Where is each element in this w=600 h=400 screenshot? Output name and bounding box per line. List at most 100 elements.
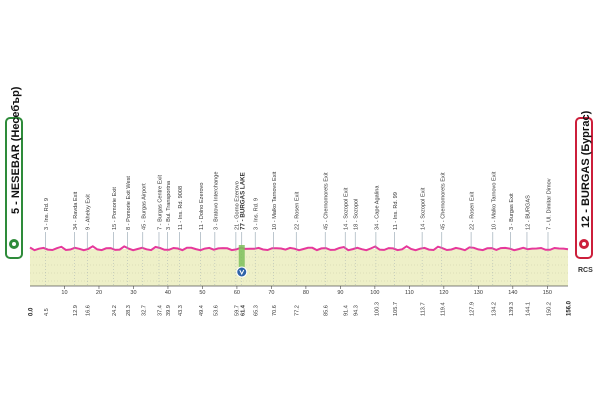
- waypoint-label-group: 10 - Malko Tarnovo Exit: [491, 171, 497, 230]
- waypoint-name: 3 - Bratovo Interchange: [213, 172, 219, 230]
- waypoint-name: 12 - BURGAS: [525, 195, 531, 230]
- axis-tick-label: 100: [370, 290, 379, 296]
- waypoint-km: 39.9: [166, 305, 172, 316]
- waypoint-name: 3 - Burgas Exit: [509, 193, 515, 230]
- waypoint-label-group: 11 - Dolno Ezerovo: [199, 183, 205, 230]
- rcs-logo: RCS: [578, 267, 593, 274]
- axis-tick-label: 10: [61, 290, 67, 296]
- waypoint-km: 139.3: [509, 302, 515, 316]
- axis-tick-label: 40: [165, 290, 171, 296]
- waypoint-km: 16.6: [86, 305, 92, 316]
- waypoint-km: 77.2: [295, 305, 301, 316]
- waypoint-label-group: 3 - Burgas Exit: [509, 193, 515, 230]
- waypoint-km-group: 150.2: [546, 302, 552, 316]
- waypoint-km: 32.7: [141, 305, 147, 316]
- waypoint-label-group: 11 - Ins. Rd. 9008: [178, 186, 184, 230]
- waypoint-km-group: 49.4: [199, 305, 205, 316]
- waypoint-km-group: 32.7: [141, 305, 147, 316]
- waypoint-name: 45 - Burgas Airport: [141, 183, 147, 230]
- waypoint-label-group: 14 - Sozopol Exit: [344, 187, 350, 230]
- waypoint-km: 61.4: [240, 304, 246, 316]
- waypoint-name: 77 - BURGAS LAKE: [239, 172, 246, 230]
- finish-label: 12 - BURGAS (Бургас): [580, 110, 592, 228]
- waypoint-km-group: 144.1: [525, 302, 531, 316]
- waypoint-name: 10 - Malko Tarnovo Exit: [491, 171, 497, 230]
- waypoint-km-group: 24.2: [112, 305, 118, 316]
- waypoint-km: 53.6: [213, 305, 219, 316]
- waypoint-km-group: 53.6: [213, 305, 219, 316]
- waypoint-km: 70.6: [272, 305, 278, 316]
- waypoint-label-group: 3 - Bul. Transportna: [166, 180, 172, 230]
- waypoint-name: 11 - Ins. Rd. 99: [393, 192, 399, 230]
- waypoint-label-group: 3 - Bratovo Interchange: [213, 172, 219, 230]
- axis-tick-label: 150: [543, 290, 552, 296]
- waypoint-name: 14 - Sozopol Exit: [421, 187, 427, 230]
- waypoint-name: 11 - Dolno Ezerovo: [199, 183, 205, 230]
- waypoint-label-group: 14 - Sozopol Exit: [421, 187, 427, 230]
- finish_km-group: 156.0: [567, 300, 573, 316]
- waypoint-km-group: 105.7: [393, 302, 399, 316]
- waypoint-name: 22 - Rosen Exit: [295, 191, 301, 230]
- waypoint-km: 119.4: [440, 302, 446, 316]
- waypoint-name: 10 - Malko Tarnovo Exit: [272, 171, 278, 230]
- waypoint-km: 28.3: [126, 305, 132, 316]
- waypoint-km: 59.7: [234, 305, 240, 316]
- waypoint-name: 11 - Ins. Rd. 9008: [178, 186, 184, 230]
- axis-tick-label: 90: [337, 290, 343, 296]
- waypoint-km-group: 85.6: [324, 305, 330, 316]
- waypoint-km-group: 37.4: [157, 305, 163, 316]
- waypoint-label-group: 8 - Pomorie Exit West: [126, 176, 132, 230]
- waypoint-label-group: 22 - Rosen Exit: [295, 191, 301, 230]
- waypoint-km-group: 65.3: [254, 305, 260, 316]
- waypoint-name: 34 - Ravda Exit: [73, 191, 79, 230]
- finish-km-label: 156.0: [567, 300, 573, 316]
- waypoint-label-group: 77 - BURGAS LAKE: [239, 172, 246, 230]
- terrain-area: [29, 245, 569, 287]
- axis-tick-label: 70: [268, 290, 274, 296]
- waypoint-label-group: 3 - Ins. Rd. 9: [44, 198, 50, 230]
- waypoint-km-group: 113.7: [421, 302, 427, 316]
- waypoint-km: 134.2: [491, 302, 497, 316]
- waypoint-km: 105.7: [393, 302, 399, 316]
- profile-line: [29, 245, 569, 252]
- waypoint-km-group: 119.4: [440, 302, 446, 316]
- waypoint-km: 150.2: [546, 302, 552, 316]
- waypoint-km-group: 28.3: [126, 305, 132, 316]
- waypoint-km: 127.9: [470, 302, 476, 316]
- waypoint-label-group: 7 - Ul. Dimitar Dimov: [546, 178, 552, 230]
- terrain-fill: [30, 249, 568, 286]
- waypoint-name: 7 - Burgas Centre Exit: [157, 175, 163, 230]
- waypoint-km-group: 134.2: [491, 302, 497, 316]
- axis-tick-label: 20: [96, 290, 102, 296]
- waypoint-markers: 3 - Ins. Rd. 9 4.5 34 - Ravda Exit 12.9 9 - …: [29, 171, 573, 316]
- waypoint-label-group: 22 - Rosen Exit: [470, 191, 476, 230]
- waypoint-label-group: 21 - Gorno Ezerovo: [234, 181, 240, 230]
- waypoint-km-group: 61.4: [240, 304, 246, 316]
- waypoint-name: 7 - Ul. Dimitar Dimov: [546, 178, 552, 230]
- axis-tick-label: 130: [474, 290, 483, 296]
- waypoint-km: 91.4: [344, 305, 350, 316]
- waypoint-km: 12.9: [73, 305, 79, 316]
- waypoint-label-group: 45 - Chernomorets Exit: [440, 172, 446, 230]
- waypoint-km: 113.7: [421, 302, 427, 316]
- axis-tick-label: 60: [234, 290, 240, 296]
- waypoint-name: 9 - Aheloy Exit: [86, 194, 92, 230]
- axis-tick-label: 140: [508, 290, 517, 296]
- waypoint-km: 43.3: [178, 305, 184, 316]
- waypoint-name: 3 - Ins. Rd. 9: [44, 198, 50, 230]
- waypoint-label-group: 10 - Malko Tarnovo Exit: [272, 171, 278, 230]
- waypoint-km-group: 139.3: [509, 302, 515, 316]
- waypoint-label-group: 12 - BURGAS: [525, 195, 531, 230]
- waypoint-km-group: 43.3: [178, 305, 184, 316]
- waypoint-km-group: 70.6: [272, 305, 278, 316]
- distance-axis: 10 20 30 40 50 60 70 80 90 100 110 120 130 140 150: [61, 286, 552, 296]
- waypoint-label-group: 9 - Aheloy Exit: [86, 194, 92, 230]
- waypoint-name: 14 - Sozopol Exit: [344, 187, 350, 230]
- waypoint-km-group: 91.4: [344, 305, 350, 316]
- waypoint-km-group: 94.3: [354, 305, 360, 316]
- waypoint-km: 37.4: [157, 305, 163, 316]
- waypoint-km-group: 59.7: [234, 305, 240, 316]
- finish-badge: 12 - BURGAS (Бургас): [575, 110, 593, 259]
- waypoint-label-group: 15 - Pomorie Exit: [112, 187, 118, 230]
- waypoint-label-group: 18 - Sozopol: [354, 199, 360, 230]
